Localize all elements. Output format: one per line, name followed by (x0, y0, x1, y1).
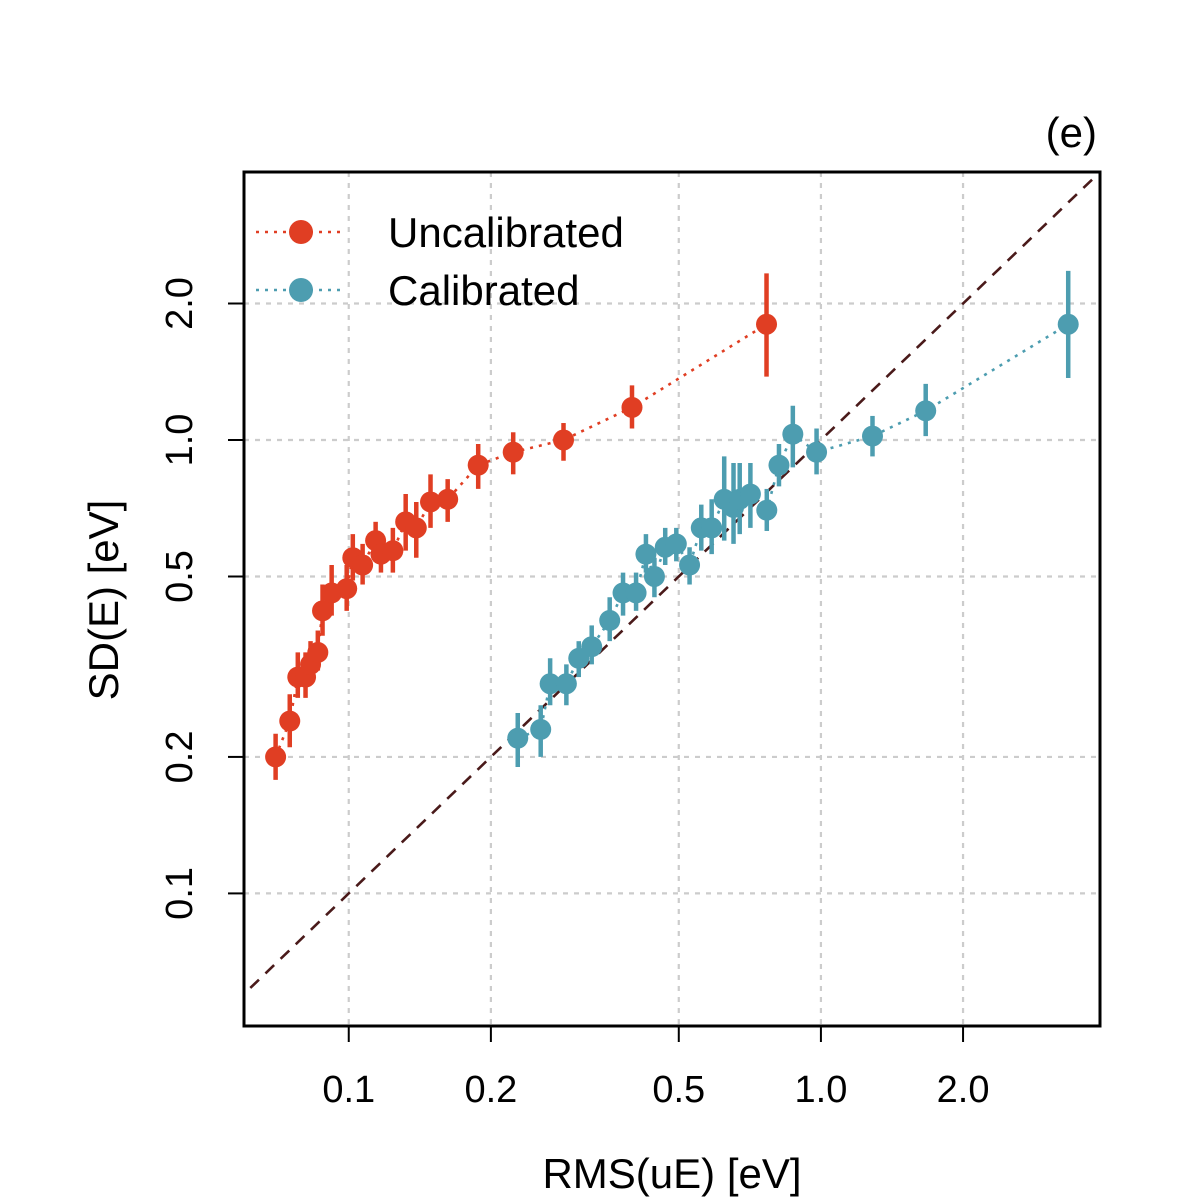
x-tick-label: 0.2 (464, 1069, 517, 1111)
x-tick-label: 2.0 (937, 1069, 990, 1111)
data-point (625, 582, 647, 604)
series-line (517, 323, 1069, 740)
data-point (581, 636, 603, 658)
data-point (502, 441, 524, 463)
data-point (756, 313, 778, 335)
series-group (265, 270, 1079, 780)
identity-line (244, 172, 1100, 996)
y-tick-label: 0.5 (159, 550, 201, 603)
data-point (279, 710, 301, 732)
y-tick-label: 0.1 (159, 867, 201, 920)
grid-lines (244, 172, 1100, 1026)
data-point (915, 400, 937, 422)
data-point (555, 673, 577, 695)
data-point (539, 673, 561, 695)
series-uncalibrated (265, 273, 778, 780)
data-point (1057, 313, 1079, 335)
data-point (768, 454, 790, 476)
data-point (420, 491, 442, 513)
data-point (507, 727, 529, 749)
legend: Uncalibrated Calibrated (256, 209, 624, 314)
y-tick-label: 2.0 (159, 277, 201, 330)
x-tick-label: 0.5 (652, 1069, 705, 1111)
plot-frame (242, 170, 1102, 1028)
data-point (336, 578, 358, 600)
data-point (679, 554, 701, 576)
data-point (437, 488, 459, 510)
data-point (382, 540, 404, 562)
data-point (312, 600, 334, 622)
data-point (352, 554, 374, 576)
data-point (467, 454, 489, 476)
x-axis-title: RMS(uE) [eV] (542, 1150, 801, 1197)
y-tick-label: 0.2 (159, 731, 201, 784)
x-tick-label: 0.1 (322, 1069, 375, 1111)
data-point (599, 609, 621, 631)
data-point (701, 517, 723, 539)
legend-label: Uncalibrated (388, 209, 624, 256)
data-point (643, 565, 665, 587)
data-point (806, 441, 828, 463)
reference-line-group (244, 172, 1100, 996)
y-tick-label: 1.0 (159, 414, 201, 467)
panel-label: (e) (1046, 109, 1097, 156)
data-point (782, 423, 804, 445)
data-point (553, 429, 575, 451)
axes: 0.1 0.2 0.5 1.0 2.0 0.1 0.2 0.5 1.0 2.0 (159, 277, 989, 1111)
data-point (635, 543, 657, 565)
data-point (405, 517, 427, 539)
data-point (739, 483, 761, 505)
legend-marker (289, 220, 313, 244)
legend-marker (289, 278, 313, 302)
data-point (861, 425, 883, 447)
legend-label: Calibrated (388, 267, 579, 314)
data-point (665, 533, 687, 555)
data-point (265, 746, 287, 768)
x-tick-label: 1.0 (795, 1069, 848, 1111)
data-point (530, 718, 552, 740)
series-calibrated (507, 270, 1079, 768)
data-point (756, 499, 778, 521)
data-point (307, 641, 329, 663)
data-point (621, 396, 643, 418)
y-axis-title: SD(E) [eV] (80, 500, 127, 701)
